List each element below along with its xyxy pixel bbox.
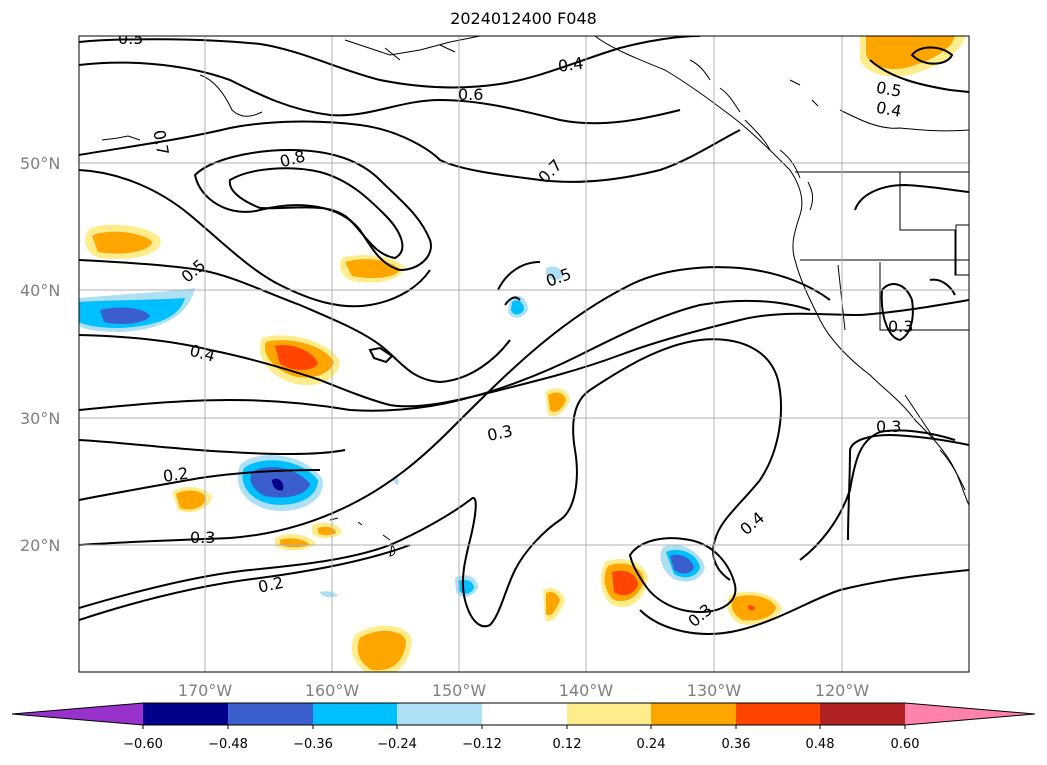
colorbar: −0.60 −0.48 −0.36 −0.24 −0.12 0.12 0.24 … bbox=[11, 702, 1036, 752]
lat-label: 30°N bbox=[20, 409, 60, 428]
lon-label: 140°W bbox=[559, 681, 614, 700]
lon-label: 130°W bbox=[687, 681, 742, 700]
map-title: 2024012400 F048 bbox=[450, 9, 597, 28]
lon-label: 160°W bbox=[305, 681, 360, 700]
colorbar-tick-label: −0.60 bbox=[123, 737, 163, 752]
contour-lines bbox=[79, 36, 969, 635]
contour-label: 0.7 bbox=[149, 128, 172, 156]
colorbar-tick-label: 0.36 bbox=[722, 737, 751, 752]
contour-label: 0.4 bbox=[557, 54, 585, 76]
colorbar-extend-high bbox=[905, 703, 1035, 725]
contour-label: 0.5 bbox=[118, 29, 143, 48]
contour-label: 0.2 bbox=[162, 464, 190, 486]
contour-label: 0.4 bbox=[875, 98, 903, 121]
lat-label: 50°N bbox=[20, 154, 60, 173]
grid-lines bbox=[79, 36, 969, 672]
colorbar-tick-label: 0.12 bbox=[553, 737, 582, 752]
colorbar-tick-label: 0.24 bbox=[637, 737, 666, 752]
lon-label: 120°W bbox=[815, 681, 870, 700]
colorbar-tick-label: 0.48 bbox=[806, 737, 835, 752]
colorbar-extend-low bbox=[12, 703, 143, 725]
colorbar-tick-label: −0.48 bbox=[208, 737, 248, 752]
colorbar-segment bbox=[567, 703, 651, 725]
contour-label: 0.5 bbox=[875, 78, 903, 101]
lon-label: 170°W bbox=[178, 681, 233, 700]
map-frame bbox=[78, 35, 970, 673]
filled-anomalies bbox=[79, 36, 965, 672]
lon-label: 150°W bbox=[432, 681, 487, 700]
lat-label: 40°N bbox=[20, 281, 60, 300]
contour-label: 0.6 bbox=[458, 85, 483, 104]
latitude-labels: 50°N 40°N 30°N 20°N bbox=[20, 154, 60, 555]
contour-label: 0.3 bbox=[888, 317, 913, 336]
lat-label: 20°N bbox=[20, 536, 60, 555]
colorbar-segment bbox=[397, 703, 482, 725]
colorbar-segment bbox=[313, 703, 397, 725]
contour-label: 0.2 bbox=[256, 573, 285, 597]
colorbar-segment bbox=[820, 703, 905, 725]
colorbar-tick-label: −0.12 bbox=[462, 737, 502, 752]
map-area: 0.5 0.4 0.6 0.7 0.8 0.7 0.5 0.5 0.4 0.2 … bbox=[79, 29, 969, 672]
colorbar-tick-label: −0.24 bbox=[377, 737, 417, 752]
contour-label: 0.3 bbox=[485, 421, 514, 445]
colorbar-tick-label: −0.36 bbox=[293, 737, 333, 752]
longitude-labels: 170°W 160°W 150°W 140°W 130°W 120°W bbox=[178, 681, 870, 700]
colorbar-segment bbox=[482, 703, 567, 725]
contour-label: 0.3 bbox=[876, 417, 901, 436]
colorbar-tick-label: 0.60 bbox=[891, 737, 920, 752]
colorbar-segment bbox=[651, 703, 736, 725]
colorbar-segment bbox=[736, 703, 820, 725]
colorbar-segment bbox=[228, 703, 313, 725]
colorbar-segment bbox=[143, 703, 228, 725]
contour-label: 0.3 bbox=[190, 528, 215, 547]
coastlines bbox=[101, 36, 969, 557]
